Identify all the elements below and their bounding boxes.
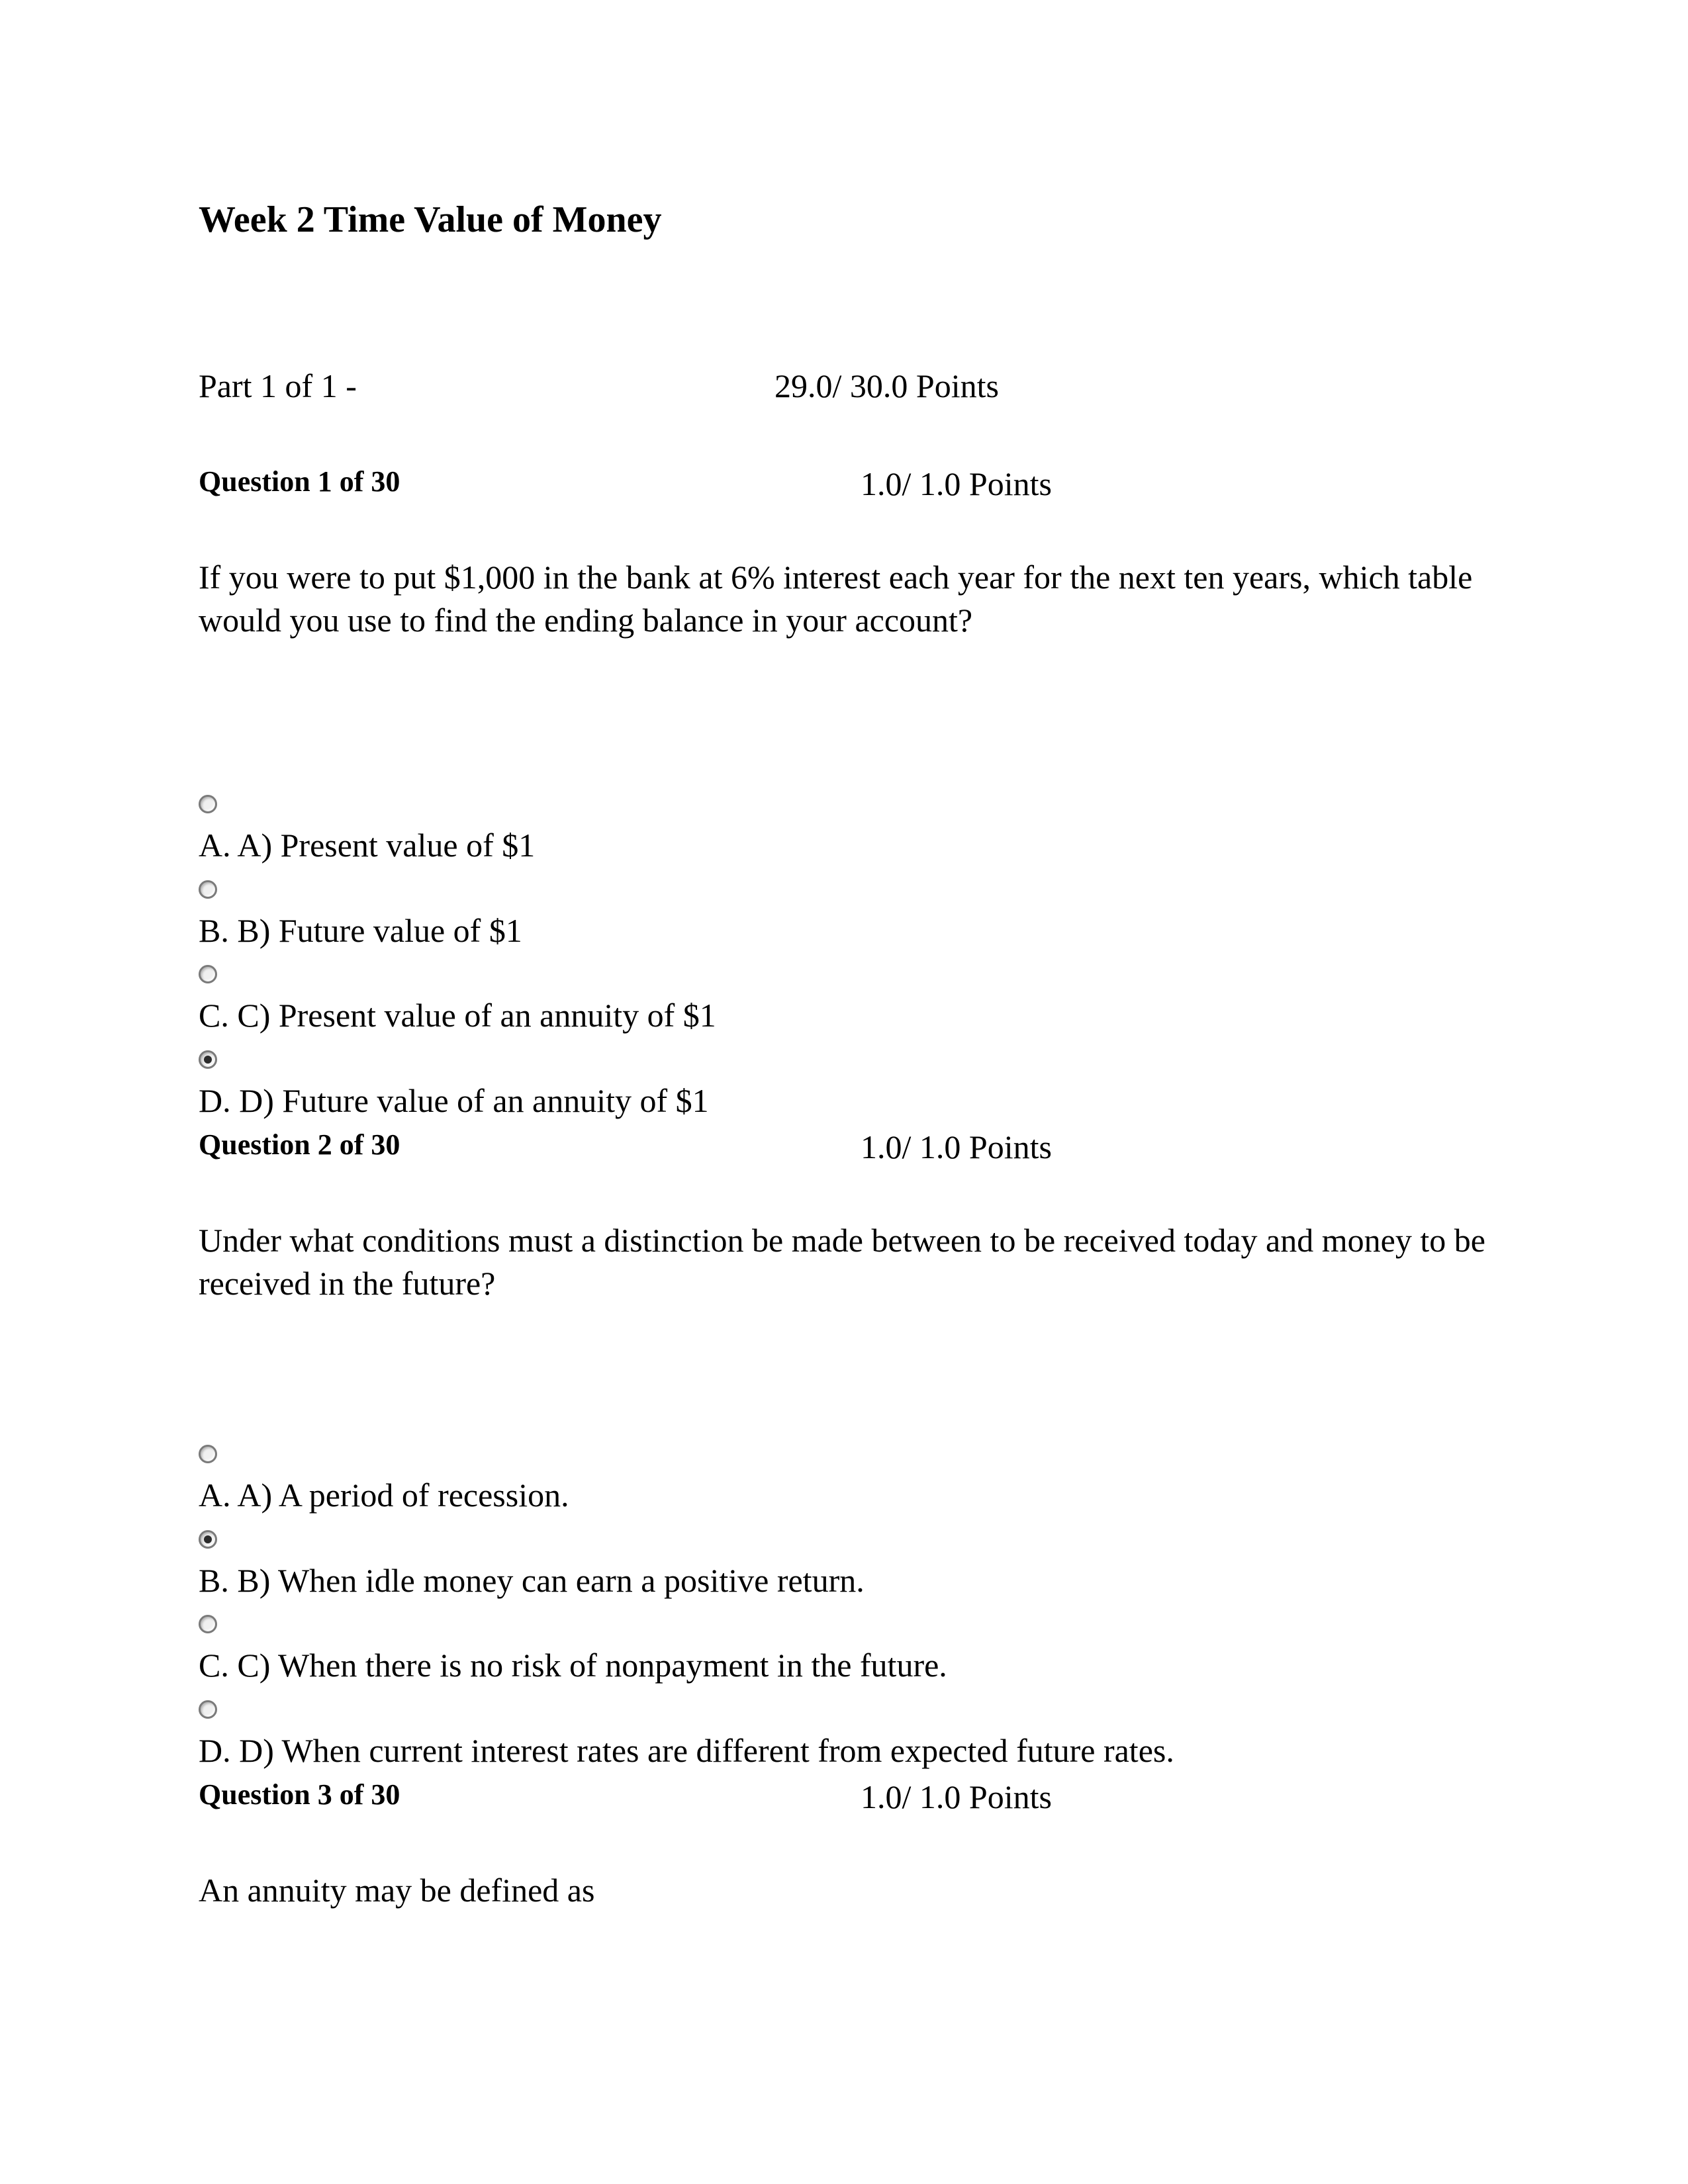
option-block: D. D) Future value of an annuity of $1 [199, 1043, 1489, 1122]
option-block: C. C) When there is no risk of nonpaymen… [199, 1608, 1489, 1686]
radio-line[interactable] [199, 1693, 1489, 1726]
radio-icon [199, 1615, 217, 1633]
option-text: C. C) When there is no risk of nonpaymen… [199, 1645, 1489, 1686]
radio-icon [199, 1445, 217, 1463]
option-text: B. B) Future value of $1 [199, 910, 1489, 952]
option-text: D. D) Future value of an annuity of $1 [199, 1080, 1489, 1122]
question-points: 1.0/ 1.0 Points [861, 465, 1052, 503]
radio-line[interactable] [199, 1437, 1489, 1471]
radio-icon [199, 795, 217, 813]
option-text: C. C) Present value of an annuity of $1 [199, 995, 1489, 1036]
part-label: Part 1 of 1 - [199, 367, 774, 405]
radio-line[interactable] [199, 1608, 1489, 1641]
radio-icon-selected [199, 1050, 217, 1069]
part-row: Part 1 of 1 - 29.0/ 30.0 Points [199, 367, 1489, 405]
radio-icon [199, 880, 217, 899]
question-number: Question 2 of 30 [199, 1128, 861, 1166]
option-block: C. C) Present value of an annuity of $1 [199, 958, 1489, 1036]
question-text: An annuity may be defined as [199, 1869, 1489, 1912]
option-block: D. D) When current interest rates are di… [199, 1693, 1489, 1772]
option-block: A. A) Present value of $1 [199, 788, 1489, 866]
option-block: B. B) When idle money can earn a positiv… [199, 1523, 1489, 1602]
radio-icon [199, 1700, 217, 1719]
radio-line[interactable] [199, 1523, 1489, 1556]
part-points: 29.0/ 30.0 Points [774, 367, 999, 405]
question-points: 1.0/ 1.0 Points [861, 1778, 1052, 1816]
option-text: A. A) Present value of $1 [199, 825, 1489, 866]
radio-icon-selected [199, 1530, 217, 1549]
question-text: Under what conditions must a distinction… [199, 1219, 1489, 1305]
radio-icon [199, 965, 217, 983]
option-block: B. B) Future value of $1 [199, 873, 1489, 952]
question-header: Question 3 of 30 1.0/ 1.0 Points [199, 1778, 1489, 1816]
question-header: Question 1 of 30 1.0/ 1.0 Points [199, 465, 1489, 503]
option-block: A. A) A period of recession. [199, 1437, 1489, 1516]
radio-line[interactable] [199, 958, 1489, 991]
page-container: Week 2 Time Value of Money Part 1 of 1 -… [0, 0, 1688, 1912]
option-text: D. D) When current interest rates are di… [199, 1730, 1489, 1772]
question-header: Question 2 of 30 1.0/ 1.0 Points [199, 1128, 1489, 1166]
question-text: If you were to put $1,000 in the bank at… [199, 556, 1489, 642]
radio-line[interactable] [199, 873, 1489, 906]
radio-line[interactable] [199, 788, 1489, 821]
option-text: A. A) A period of recession. [199, 1475, 1489, 1516]
question-number: Question 1 of 30 [199, 465, 861, 503]
question-points: 1.0/ 1.0 Points [861, 1128, 1052, 1166]
option-text: B. B) When idle money can earn a positiv… [199, 1560, 1489, 1602]
question-number: Question 3 of 30 [199, 1778, 861, 1816]
page-title: Week 2 Time Value of Money [199, 199, 1489, 241]
radio-line[interactable] [199, 1043, 1489, 1076]
